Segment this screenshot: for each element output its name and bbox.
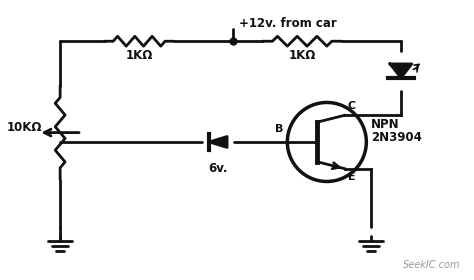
Text: NPN: NPN xyxy=(371,118,400,131)
Text: B: B xyxy=(275,124,283,134)
Text: 1KΩ: 1KΩ xyxy=(289,49,316,62)
Text: SeekIC.com: SeekIC.com xyxy=(403,260,460,270)
Text: 1KΩ: 1KΩ xyxy=(126,49,153,62)
Text: 6v.: 6v. xyxy=(209,162,228,175)
Polygon shape xyxy=(390,64,412,78)
Text: E: E xyxy=(347,172,355,182)
Text: 10KΩ: 10KΩ xyxy=(7,121,42,134)
Text: C: C xyxy=(347,101,356,111)
Text: +12v. from car: +12v. from car xyxy=(239,17,337,30)
Text: 2N3904: 2N3904 xyxy=(371,130,422,144)
Polygon shape xyxy=(210,137,227,147)
